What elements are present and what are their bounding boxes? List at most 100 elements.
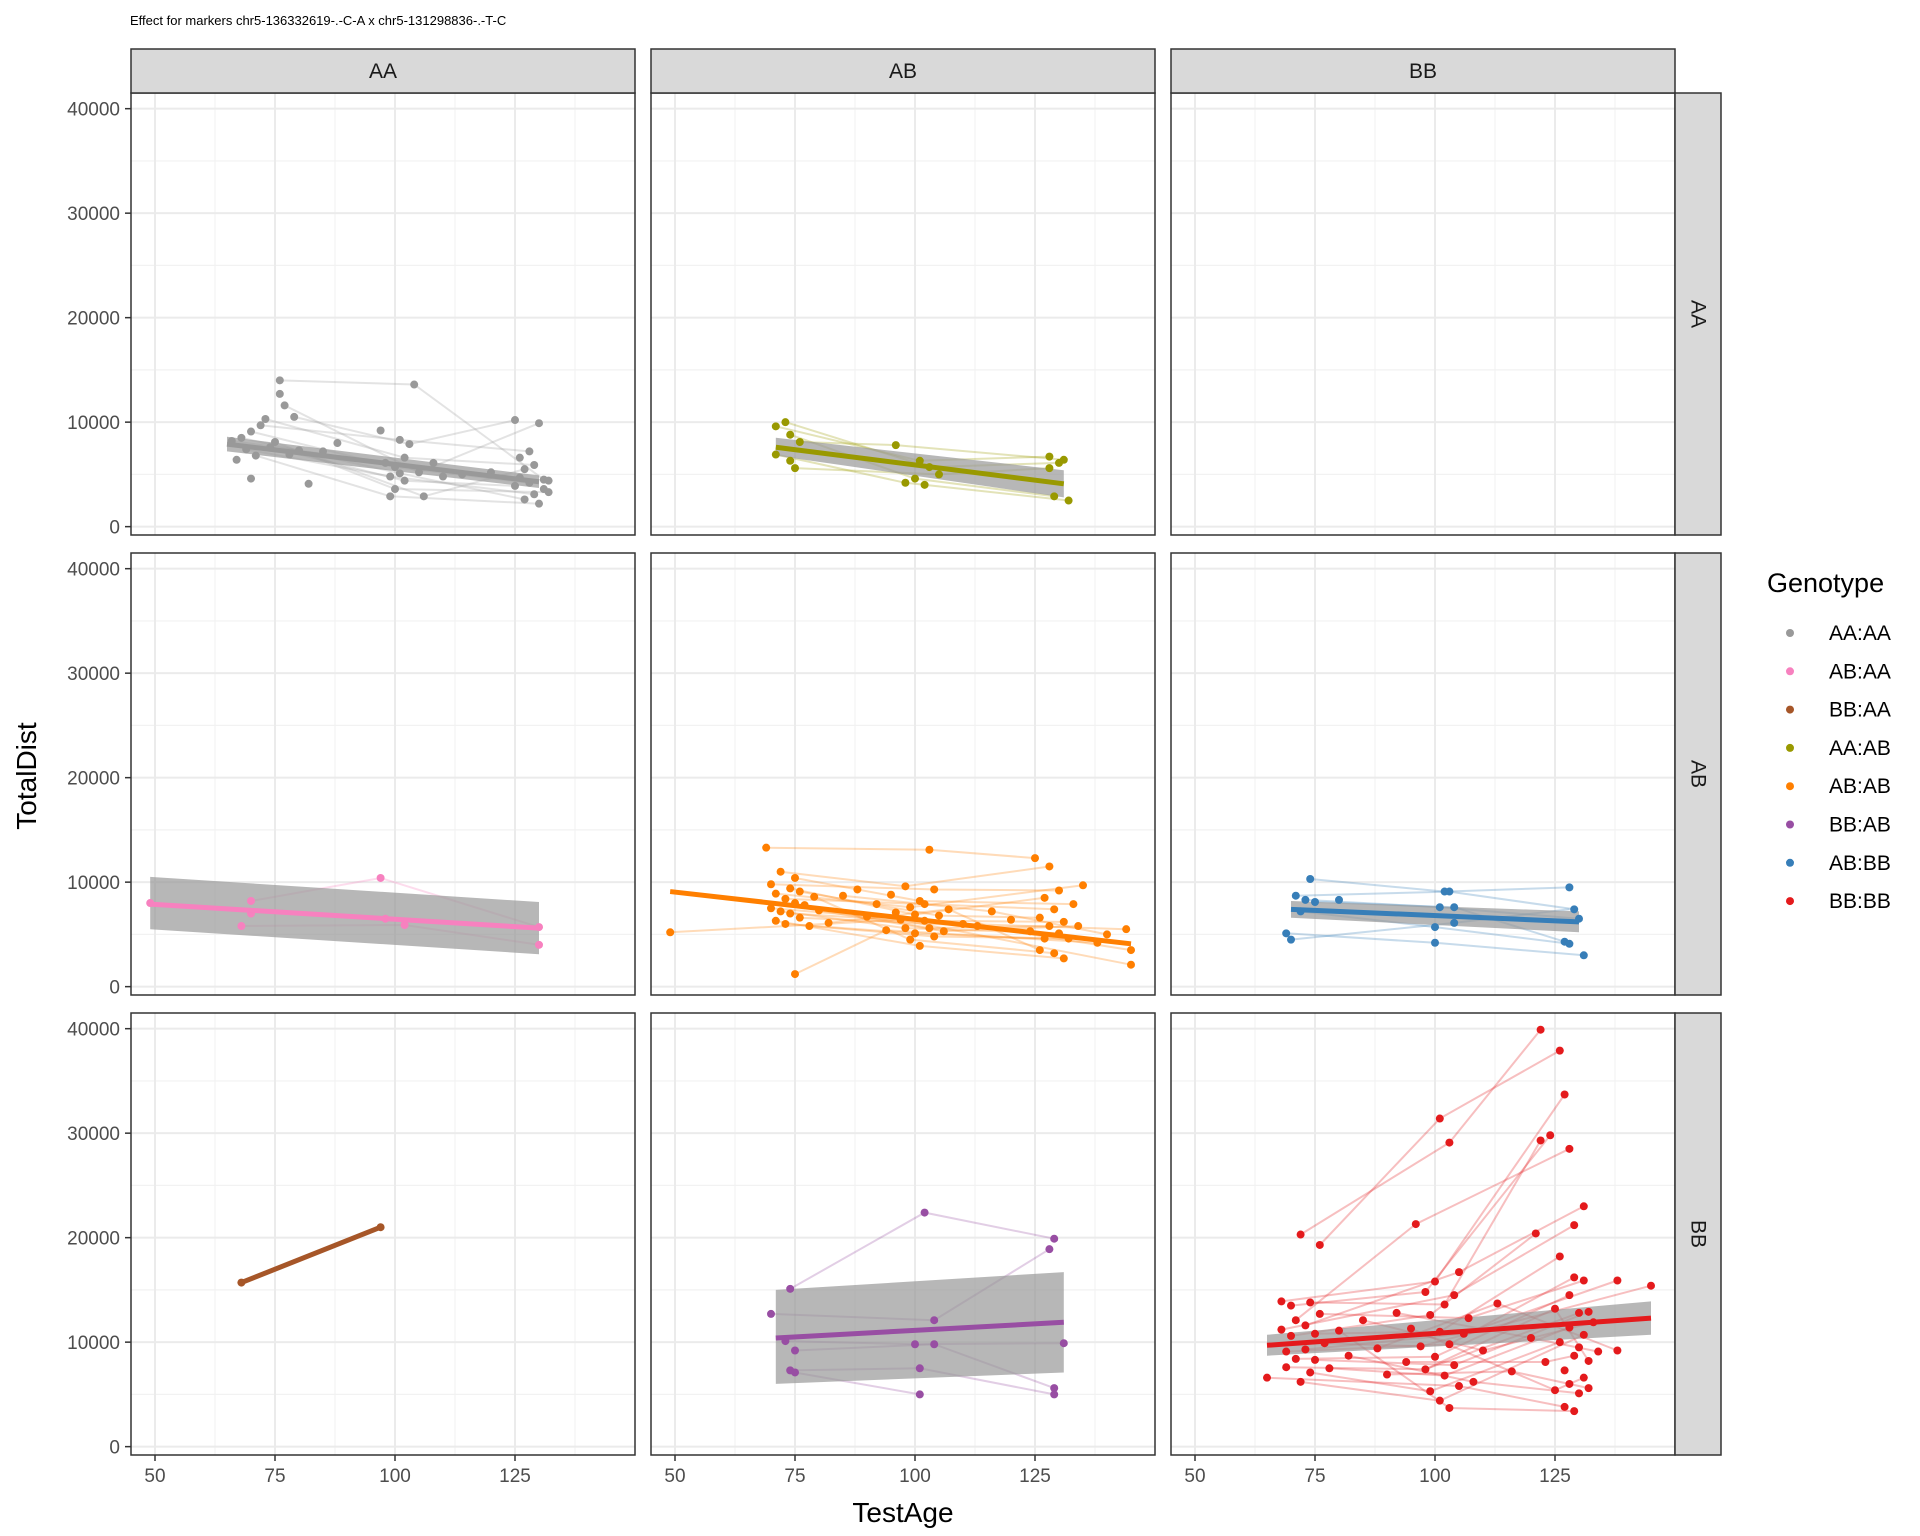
legend-label: AA:AA	[1829, 622, 1891, 645]
data-point	[839, 891, 847, 900]
data-point	[247, 427, 255, 436]
x-tick-label: 125	[1019, 1466, 1051, 1487]
strip-background	[1674, 1012, 1722, 1456]
data-point	[1296, 1377, 1305, 1386]
data-point	[935, 470, 943, 479]
panel-data	[666, 843, 1135, 979]
data-point	[911, 1340, 919, 1349]
data-point	[410, 380, 419, 389]
row-strip-bb: BB	[1674, 1012, 1722, 1456]
data-point	[511, 416, 519, 425]
data-point	[1551, 1304, 1559, 1313]
data-point	[939, 927, 948, 936]
data-point	[544, 488, 553, 497]
legend-key	[1786, 782, 1794, 791]
data-point	[1507, 1367, 1516, 1376]
legend-label: AB:BB	[1829, 852, 1891, 875]
legend-item-aa-aa: AA:AA	[1786, 622, 1891, 645]
data-point	[290, 412, 299, 421]
data-point	[882, 926, 891, 935]
data-point	[1450, 1361, 1459, 1370]
data-point	[1064, 496, 1073, 505]
data-point	[1594, 1347, 1603, 1356]
data-point	[1575, 1308, 1583, 1317]
data-point	[1287, 1331, 1295, 1340]
data-point	[376, 426, 385, 435]
data-point	[1527, 1333, 1535, 1342]
data-point	[395, 469, 404, 478]
data-point	[925, 845, 934, 854]
data-point	[247, 896, 255, 905]
data-point	[376, 873, 385, 882]
data-point	[786, 909, 795, 918]
data-point	[1050, 949, 1059, 958]
data-point	[1122, 925, 1131, 934]
data-point	[925, 924, 934, 933]
trend-line	[226, 441, 540, 485]
data-point	[1421, 1365, 1430, 1374]
legend-label: AA:AB	[1829, 737, 1891, 760]
data-point	[525, 447, 534, 456]
data-point	[1435, 903, 1444, 912]
data-point	[1613, 1276, 1622, 1285]
data-point	[771, 889, 780, 898]
data-point	[535, 940, 543, 949]
data-point	[515, 453, 524, 462]
data-point	[1059, 917, 1068, 926]
data-point	[1079, 881, 1087, 890]
data-point	[1282, 1363, 1291, 1372]
data-point	[1551, 1386, 1559, 1395]
y-tick-label: 40000	[67, 100, 120, 121]
y-tick-label: 0	[109, 978, 120, 999]
data-point	[1392, 1308, 1401, 1317]
data-point	[1445, 1403, 1454, 1412]
data-point	[1421, 1287, 1430, 1296]
data-point	[781, 894, 790, 903]
legend-label: BB:AB	[1829, 814, 1891, 837]
x-tick-label: 75	[1304, 1466, 1325, 1487]
data-point	[1282, 929, 1291, 938]
data-point	[1306, 875, 1315, 884]
facet-panel-bb-ab	[650, 1012, 1156, 1456]
strip-label: AA	[1687, 300, 1710, 328]
data-point	[887, 890, 895, 899]
trend-line	[1266, 1315, 1652, 1348]
data-point	[1311, 1329, 1319, 1338]
strip-background	[130, 48, 636, 94]
data-point	[1050, 1384, 1059, 1393]
data-point	[915, 1364, 924, 1373]
data-point	[1555, 1252, 1564, 1261]
y-tick-label: 20000	[67, 309, 120, 330]
data-point	[1445, 887, 1454, 896]
strip-background	[1170, 48, 1676, 94]
data-point	[1450, 903, 1459, 912]
facet-panel-aa-bb	[1170, 92, 1676, 536]
data-point	[1575, 1343, 1583, 1352]
data-point	[911, 474, 919, 483]
data-point	[786, 456, 795, 465]
panel-background	[651, 1013, 1155, 1455]
x-tick-label: 125	[1539, 1466, 1571, 1487]
panel-border	[650, 552, 1156, 996]
facet-panel-bb-aa	[130, 1012, 636, 1456]
data-point	[1040, 893, 1049, 902]
trend-line	[775, 444, 1065, 487]
column-strip-bb: BB	[1170, 48, 1676, 94]
data-point	[1263, 1373, 1271, 1382]
panel-data	[1263, 1025, 1655, 1416]
data-point	[530, 490, 539, 499]
data-point	[386, 492, 395, 501]
y-tick-label: 30000	[67, 1124, 120, 1145]
data-point	[1440, 1371, 1449, 1380]
y-tick-label: 10000	[67, 413, 120, 434]
data-point	[1565, 883, 1574, 892]
data-point	[271, 438, 279, 447]
data-point	[1450, 1291, 1459, 1300]
strip-background	[1674, 552, 1722, 996]
data-point	[901, 924, 910, 933]
data-point	[762, 843, 771, 852]
panel-border	[130, 552, 636, 996]
chart-title: Effect for markers chr5-136332619-.-C-A …	[130, 13, 506, 28]
data-point	[1411, 1220, 1420, 1229]
data-point	[1579, 1330, 1588, 1339]
